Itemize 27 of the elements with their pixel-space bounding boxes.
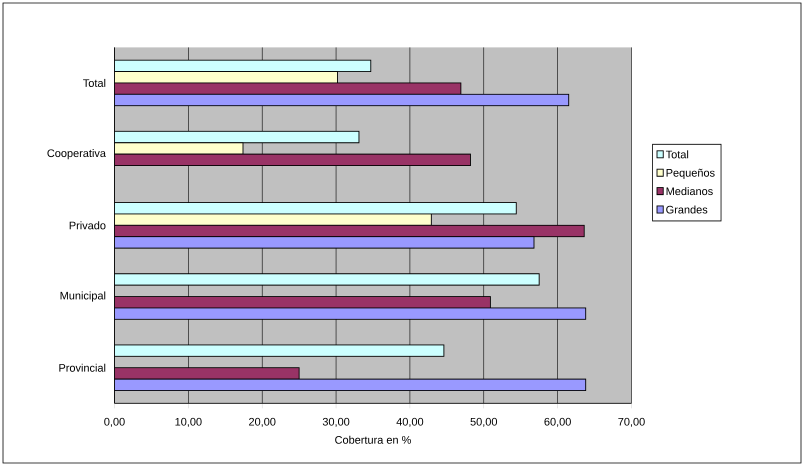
x-tick-label: 30,00 xyxy=(322,418,350,427)
x-tick-label: 60,00 xyxy=(544,418,571,427)
bar xyxy=(114,236,534,249)
legend-label: Medianos xyxy=(666,187,713,196)
bar xyxy=(114,60,372,72)
legend-label: Pequeños xyxy=(666,168,715,179)
y-tick-label: Cooperativa xyxy=(47,149,106,160)
bar xyxy=(114,344,444,357)
x-axis-title: Cobertura en % xyxy=(335,436,411,444)
x-tick-label: 0,00 xyxy=(104,418,125,427)
x-tick-label: 70,00 xyxy=(618,418,645,427)
bar xyxy=(114,94,570,106)
bar xyxy=(114,130,360,144)
y-tick-label: Total xyxy=(83,78,106,87)
bar xyxy=(114,307,586,320)
x-tick-label: 10,00 xyxy=(175,418,202,427)
legend-label: Total xyxy=(666,150,688,158)
bar xyxy=(114,202,517,214)
x-tick-label: 40,00 xyxy=(396,418,424,427)
x-tick-label: 50,00 xyxy=(470,418,498,427)
bar xyxy=(114,273,540,286)
y-tick-label: Privado xyxy=(70,221,106,230)
bar xyxy=(114,378,586,391)
y-tick-label: Provincial xyxy=(59,364,106,372)
legend-label: Grandes xyxy=(666,205,708,214)
x-tick-label: 20,00 xyxy=(249,418,276,427)
y-tick-label: Municipal xyxy=(60,291,106,302)
